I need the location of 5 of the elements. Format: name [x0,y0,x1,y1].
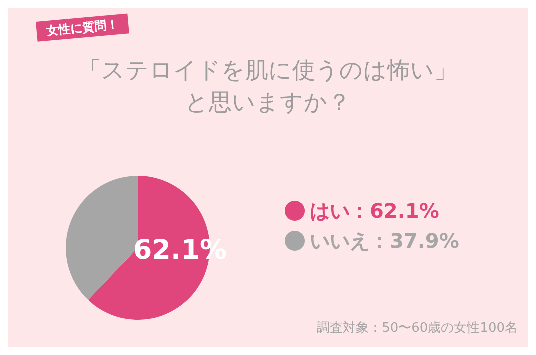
text: 調査対象：50〜60歳の女性100名 [317,320,518,336]
chart-subtitle: 女性に質問！ [45,18,120,38]
chart-title: 「ステロイドを肌に使うのは怖い」と思いますか？ [78,58,458,116]
legend-label: はい：62.1% [310,199,440,223]
legend-label: いいえ：37.9% [310,229,460,253]
